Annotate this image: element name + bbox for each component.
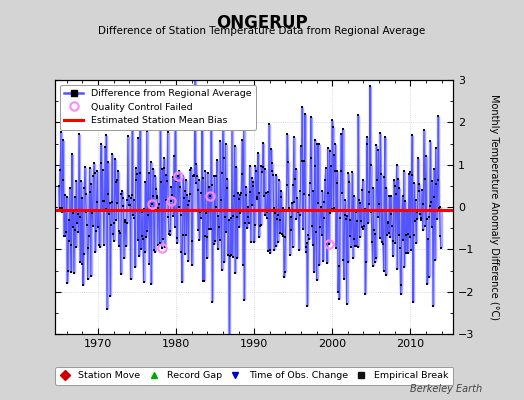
Text: Difference of Station Temperature Data from Regional Average: Difference of Station Temperature Data f… bbox=[99, 26, 425, 36]
Legend: Station Move, Record Gap, Time of Obs. Change, Empirical Break: Station Move, Record Gap, Time of Obs. C… bbox=[55, 367, 453, 385]
Text: ONGERUP: ONGERUP bbox=[216, 14, 308, 32]
Text: Berkeley Earth: Berkeley Earth bbox=[410, 384, 482, 394]
Y-axis label: Monthly Temperature Anomaly Difference (°C): Monthly Temperature Anomaly Difference (… bbox=[488, 94, 498, 320]
